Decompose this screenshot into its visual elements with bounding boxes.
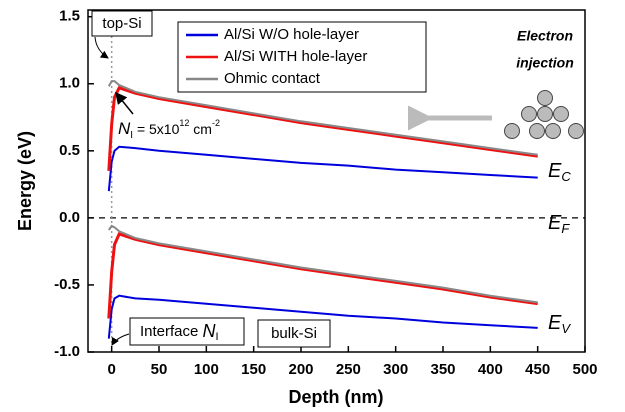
x-tick-label: 150 [241, 361, 266, 378]
ni-arrow [115, 91, 134, 115]
y-tick-label: 1.5 [59, 8, 80, 25]
injection-label: injection [516, 55, 574, 71]
interface-box [129, 317, 245, 346]
x-tick-label: 0 [107, 361, 115, 378]
top-si-arrow [94, 36, 109, 59]
interface-arrow [111, 333, 130, 346]
top-si-label: top-Si [102, 15, 141, 32]
interface-label: Interface NI [140, 321, 219, 343]
ev-e: E [548, 312, 562, 334]
legend-label: Al/Si W/O hole-layer [224, 26, 359, 43]
x-tick-label: 450 [525, 361, 550, 378]
top-si-box [91, 10, 153, 37]
x-tick-label: 500 [572, 361, 597, 378]
y-axis-label: Energy (eV) [15, 131, 35, 231]
ni-exp: 12 [179, 118, 189, 128]
legend-box [177, 21, 427, 93]
band-line [107, 232, 538, 319]
ni-unit-exp: -2 [212, 118, 220, 128]
y-tick-label: -1.0 [54, 343, 80, 360]
ni-unit: cm [189, 121, 212, 137]
x-tick-label: 250 [336, 361, 361, 378]
band-line [107, 80, 538, 156]
legend-label: Al/Si WITH hole-layer [224, 48, 367, 65]
interface-text: Interface [140, 323, 203, 340]
ef-e: E [548, 212, 562, 234]
ec-label: EC [548, 160, 571, 184]
plot-frame [87, 9, 586, 353]
electrons [504, 90, 584, 139]
band-line [107, 145, 538, 192]
ec-e: E [548, 160, 562, 182]
ni-n: N [118, 119, 131, 138]
band-line [107, 294, 538, 339]
y-tick-label: 0.5 [59, 142, 80, 159]
y-tick-label: 0.0 [59, 209, 80, 226]
x-tick-label: 50 [151, 361, 168, 378]
ef-label: EF [548, 212, 570, 236]
electron-label: Electron [517, 28, 573, 44]
x-axis-label: Depth (nm) [289, 387, 384, 407]
bulk-si-label: bulk-Si [271, 325, 317, 342]
legend-label: Ohmic contact [224, 70, 321, 87]
bulk-si-box [257, 319, 331, 348]
y-tick-label: 1.0 [59, 75, 80, 92]
ni-eq: = 5x10 [133, 121, 180, 137]
ev-sub: V [561, 321, 571, 336]
x-tick-label: 400 [478, 361, 503, 378]
x-tick-label: 200 [288, 361, 313, 378]
ef-sub: F [561, 221, 570, 236]
x-tick-label: 350 [430, 361, 455, 378]
x-tick-label: 100 [194, 361, 219, 378]
x-tick-label: 300 [383, 361, 408, 378]
ni-sub: I [130, 130, 133, 141]
ec-sub: C [561, 169, 571, 184]
y-tick-label: -0.5 [54, 276, 80, 293]
interface-sub: I [216, 331, 219, 343]
ni-label: NI = 5x1012 cm-2 [118, 118, 220, 140]
band-line [107, 224, 538, 304]
interface-n: N [203, 321, 217, 341]
ev-label: EV [548, 312, 571, 336]
